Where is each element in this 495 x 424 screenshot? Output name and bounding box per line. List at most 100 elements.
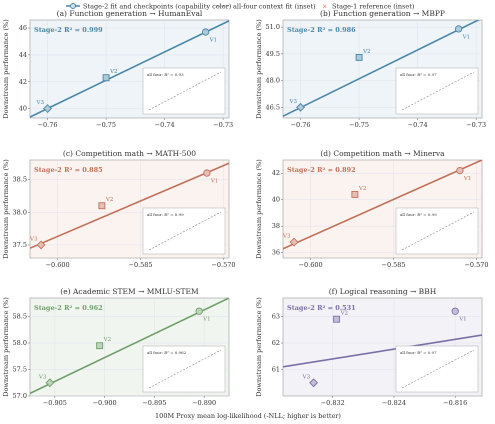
inset-line [148,211,222,251]
panel: (d) Competition math → Minerva 36 38 40 42 −0… [255,149,489,269]
point-label: V3 [282,234,291,240]
x-tick-label: −0.600 [299,261,323,269]
inset-label: all four: R² = 0.97 [400,350,437,355]
inset-label: all four: R² = 0.99 [400,212,437,217]
checkpoint [454,25,463,33]
x-tick-label: −0.73 [466,121,486,129]
checkpoint [203,169,211,177]
y-tick-label: 49.5 [266,50,280,58]
checkpoint [309,378,319,388]
y-tick-label: 37.5 [13,241,27,249]
panel: (e) Academic STEM → MMLU-STEM 57.0 57.5 58.… [2,287,230,407]
checkpoint [201,28,210,36]
panel-title: (b) Function generation → MBPP [320,9,445,18]
point-label: V2 [109,69,117,75]
x-tick-label: −0.74 [155,121,175,129]
panel-title: (a) Function generation → HumanEval [57,9,203,18]
panel-title: (c) Competition math → MATH-500 [63,149,196,158]
panel: (c) Competition math → MATH-500 37.5 38.0 3… [2,149,236,269]
y-tick-label: 40 [272,196,280,204]
y-tick-label: 57.0 [13,392,27,400]
y-axis-label: Downstream performance (%) [2,159,10,259]
inset-line [401,71,475,111]
checkpoint [98,202,106,210]
inset-line [401,349,475,389]
checkpoint [451,307,459,315]
x-tick-label: −0.585 [129,261,153,269]
point-label: V1 [463,176,471,182]
legend-label: all-four context fit (inset) [233,3,316,11]
annotation: Stage-2 R² = 0.531 [287,304,356,312]
panel-title: (e) Academic STEM → MMLU-STEM [60,287,199,296]
inset [142,207,226,255]
inset-label: all four: R² = 0.99 [147,212,184,217]
annotation: Stage-2 R² = 0.885 [34,166,103,174]
legend-swatch [70,3,76,9]
inset [395,67,479,115]
x-tick-label: −0.585 [382,261,406,269]
y-tick-label: 58.5 [13,313,27,321]
point-label: V2 [103,337,111,343]
fit-line [30,20,229,118]
fit-line [30,162,229,249]
y-tick-label: 58.0 [13,339,27,347]
point-label: V1 [458,317,466,323]
checkpoint [195,307,203,315]
point-label: V2 [358,186,366,192]
y-axis-label: Downstream performance (%) [255,297,263,397]
legend-label: Stage-1 reference (inset) [332,3,415,11]
y-tick-label: 42 [19,78,27,86]
x-tick-label: −0.73 [213,121,233,129]
point-label: V2 [105,197,113,203]
x-tick-label: −0.832 [321,399,345,407]
y-tick-label: 38.0 [13,208,27,216]
checkpoint [43,104,52,114]
y-tick-label: 48.0 [266,77,280,85]
x-axis-label: 100M Proxy mean log-likelihood (-NLL; hi… [155,412,341,420]
legend-swatch: × [322,3,327,11]
y-tick-label: 61 [272,366,280,374]
checkpoint [355,53,363,61]
inset-label: all four: R² = 0.93 [147,72,184,77]
x-tick-label: −0.570 [464,261,488,269]
x-tick-label: −0.900 [93,399,117,407]
y-axis-label: Downstream performance (%) [255,159,263,259]
fit-line [283,334,482,368]
y-tick-label: 38.5 [13,176,27,184]
point-label: V1 [209,38,217,44]
annotation: Stage-2 R² = 0.986 [287,26,356,34]
y-tick-label: 38 [272,222,280,230]
y-axis-label: Downstream performance (%) [2,19,10,119]
x-tick-label: −0.816 [443,399,467,407]
point-label: V2 [340,311,348,317]
x-tick-label: −0.76 [38,121,58,129]
panel: (b) Function generation → MBPP 46.5 48.0 49… [255,9,486,129]
point-label: V3 [38,374,47,380]
inset-line [401,211,475,251]
legend: Stage-2 fit and checkpoints (capability … [66,3,415,11]
legend-label: Stage-2 fit and checkpoints (capability … [83,3,232,11]
x-tick-label: −0.570 [211,261,235,269]
y-tick-label: 44 [19,51,27,59]
x-tick-label: −0.76 [291,121,311,129]
fit-line [283,20,481,117]
checkpoint [296,102,305,112]
checkpoint [289,237,299,247]
inset-label: all four: R² = 0.97 [400,72,437,77]
point-label: V3 [36,100,45,106]
point-label: V3 [29,236,38,242]
fit-line [283,160,482,250]
y-axis-label: Downstream performance (%) [255,19,263,119]
y-tick-label: 62 [272,339,280,347]
inset-line [148,71,222,111]
checkpoint [333,315,341,323]
x-tick-label: −0.895 [142,399,166,407]
y-tick-label: 51.0 [266,23,280,31]
y-tick-label: 42 [272,169,280,177]
y-tick-label: 46 [19,24,27,32]
y-tick-label: 63 [272,313,280,321]
y-tick-label: 40 [19,105,27,113]
point-label: V3 [289,99,298,105]
inset-line [148,349,222,389]
point-label: V2 [362,49,370,55]
